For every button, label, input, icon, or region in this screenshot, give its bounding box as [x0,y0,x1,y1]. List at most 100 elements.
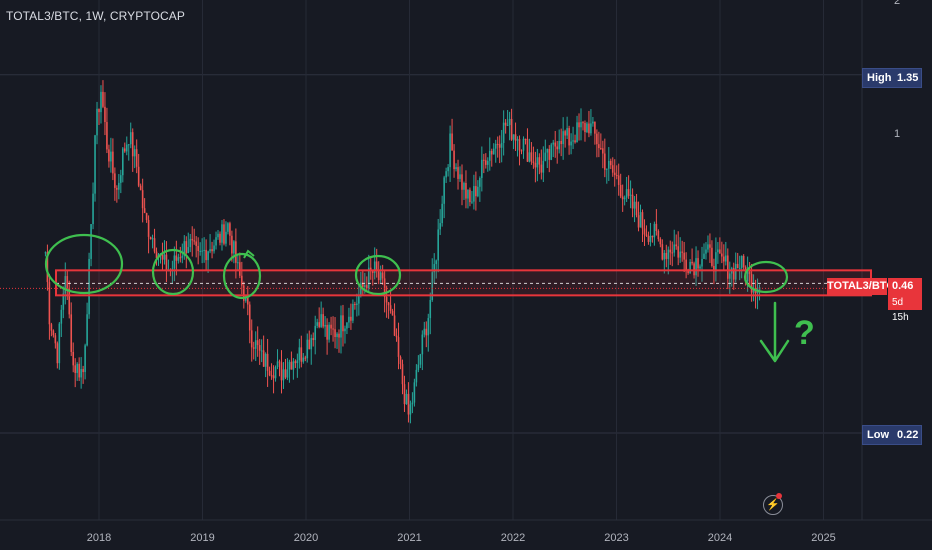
candle-body [211,249,213,252]
candle-body [314,325,317,341]
x-tick-label: 2025 [811,532,836,544]
candle-body [225,231,227,244]
candle-body [709,244,711,248]
bar-countdown: 5d 15h [888,295,922,323]
candle-body [217,233,219,238]
candle-body [223,224,225,244]
candle-body [141,190,144,209]
candle-body [471,201,473,203]
candle-body [665,252,668,259]
candle-body [373,261,376,273]
candle-body [181,255,184,258]
symbol-price-tag: TOTAL3/BTC [827,278,894,295]
candle-body [201,250,203,252]
candle-body [725,255,727,262]
candle-body [528,152,531,162]
candle-body [689,261,691,274]
candle-body [266,353,269,371]
candle-body [508,118,511,126]
candle-body [106,122,108,150]
candle-body [639,212,642,228]
high-label-text: High [867,72,892,84]
candle-body [752,288,755,293]
x-tick-label: 2022 [500,532,526,544]
candle-body [516,139,519,141]
candle-body [48,282,51,325]
y-tick-label: 2 [894,0,901,7]
candle-body [381,272,384,279]
candle-body [643,228,646,235]
candle-body [231,235,233,254]
candle-body [540,164,543,173]
candle-body [264,353,267,367]
candle-body [443,177,445,204]
low-label: Low 0.22 [862,425,922,445]
candle-body [598,144,600,149]
candle-body [469,189,471,203]
candle-body [344,328,346,332]
candle-body [681,251,683,253]
candle-body [306,339,309,359]
candle-body [284,369,287,378]
candle-body [76,363,78,373]
candle-body [663,252,666,260]
candle-body [395,335,398,338]
candle-body [241,275,243,286]
candle-body [560,140,562,145]
candle-body [615,175,618,177]
flash-icon[interactable]: ⚡ [763,495,783,515]
candle-body [582,122,584,124]
candle-body [229,223,231,236]
candle-body [213,245,215,252]
candle-body [397,337,400,357]
candle-body [383,278,386,297]
candle-body [723,256,725,262]
candle-body [492,148,495,155]
candle-body [459,174,461,179]
low-label-text: Low [867,429,889,441]
candle-body [365,285,368,289]
candle-body [514,134,517,141]
candle-body [360,282,362,296]
candle-body [705,249,707,254]
candle-body [425,328,428,336]
candle-body [588,123,590,134]
candle-body [457,167,459,179]
candle-body [326,324,328,340]
candle-body [185,241,188,254]
candle-body [611,165,614,173]
question-mark-drawing: ? [794,314,815,352]
candle-body [711,247,713,266]
candle-body [568,128,570,146]
candle-body [554,142,557,147]
candle-body [532,161,535,163]
candle-body [728,273,731,279]
candle-body [556,146,559,150]
support-zone [0,269,872,297]
candle-body [433,264,436,273]
candle-body [70,314,73,352]
candle-body [46,252,49,283]
candle-body [415,369,418,383]
candle-body [645,234,648,236]
candle-body [290,361,293,370]
candle-body [669,249,672,253]
x-tick-label: 2024 [707,532,733,544]
candle-body [173,255,176,269]
candle-body [108,149,110,162]
candle-body [183,241,186,256]
candle-body [338,333,340,338]
candle-body [318,322,320,327]
candle-body [227,223,229,232]
x-tick-label: 2021 [397,532,422,544]
candle-body [350,316,352,321]
candle-body [123,148,126,152]
candle-body [453,150,455,170]
candle-body [546,148,549,153]
candle-body [199,250,201,252]
candle-body [653,223,656,238]
candle-body [346,322,348,329]
candle-body [280,362,283,381]
candle-body [734,263,737,280]
